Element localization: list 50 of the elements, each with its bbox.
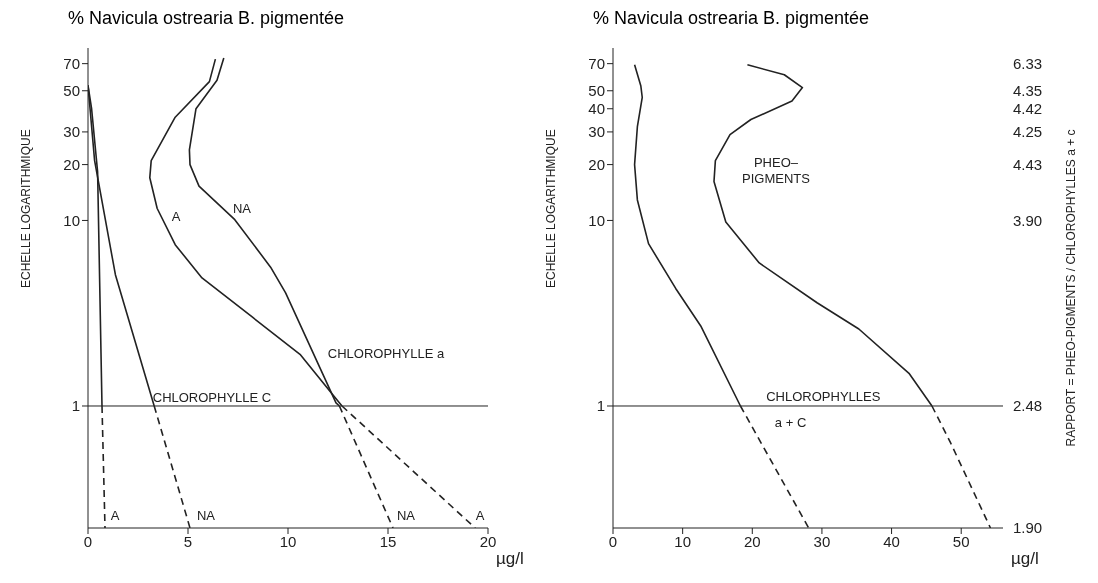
- annotation: A: [110, 507, 120, 523]
- text: 3.90: [1013, 211, 1043, 229]
- annotation: a + C: [774, 414, 807, 430]
- annotation: CHLOROPHYLLE C: [152, 389, 272, 405]
- annotation: A: [171, 208, 181, 224]
- y2-axis-title: RAPPORT = PHEO-PIGMENTS / CHLOROPHYLLES a + c: [1064, 129, 1079, 447]
- text: 6.33: [1013, 54, 1043, 72]
- text: 2.48: [1013, 397, 1043, 415]
- x-axis-title: µg/l: [496, 549, 524, 569]
- y-tick-label: 30: [63, 123, 80, 141]
- x-tick-label: 20: [479, 532, 497, 550]
- y-tick-label: 1: [596, 397, 605, 415]
- text: 4.35: [1013, 82, 1043, 100]
- text: 1.90: [1013, 519, 1043, 537]
- y-tick-label: 50: [63, 82, 80, 100]
- x-tick-label: 5: [183, 532, 193, 550]
- x-tick-label: 20: [743, 532, 761, 550]
- y-tick-label: 70: [588, 54, 605, 72]
- y-axis-title: ECHELLE LOGARITHMIQUE: [544, 129, 559, 288]
- annotation: NA: [232, 200, 252, 216]
- x-tick-label: 10: [674, 532, 691, 550]
- x-tick-label: 30: [813, 532, 831, 550]
- y-tick-label: 10: [63, 211, 80, 229]
- annotation: A: [475, 507, 485, 523]
- annotation: PHEO– PIGMENTS: [742, 154, 811, 186]
- text: 4.42: [1013, 100, 1043, 118]
- annotation: NA: [196, 507, 216, 523]
- x-tick-label: 10: [279, 532, 297, 550]
- x-tick-label: 40: [883, 532, 900, 550]
- y-tick-label: 50: [588, 82, 605, 100]
- y-tick-label: 20: [63, 155, 80, 173]
- annotation: CHLOROPHYLLE a: [327, 345, 445, 361]
- y-tick-label: 1: [71, 397, 80, 415]
- x-axis-title: µg/l: [1011, 549, 1039, 569]
- y-tick-label: 40: [588, 100, 605, 118]
- x-tick-label: 50: [952, 532, 970, 550]
- y-tick-label: 30: [588, 123, 605, 141]
- chart-title: % Navicula ostrearia B. pigmentée: [67, 8, 346, 30]
- y-axis-title: ECHELLE LOGARITHMIQUE: [19, 129, 34, 288]
- y-tick-label: 70: [63, 54, 80, 72]
- x-tick-label: 15: [379, 532, 397, 550]
- annotation: NA: [396, 507, 416, 523]
- chart-title: % Navicula ostrearia B. pigmentée: [592, 8, 871, 30]
- annotation: CHLOROPHYLLES: [766, 388, 881, 404]
- text: 4.43: [1013, 155, 1043, 173]
- text: 4.25: [1013, 123, 1043, 141]
- y-tick-label: 10: [588, 211, 605, 229]
- x-tick-label: 0: [608, 532, 618, 550]
- x-tick-label: 0: [83, 532, 93, 550]
- y-tick-label: 20: [588, 155, 605, 173]
